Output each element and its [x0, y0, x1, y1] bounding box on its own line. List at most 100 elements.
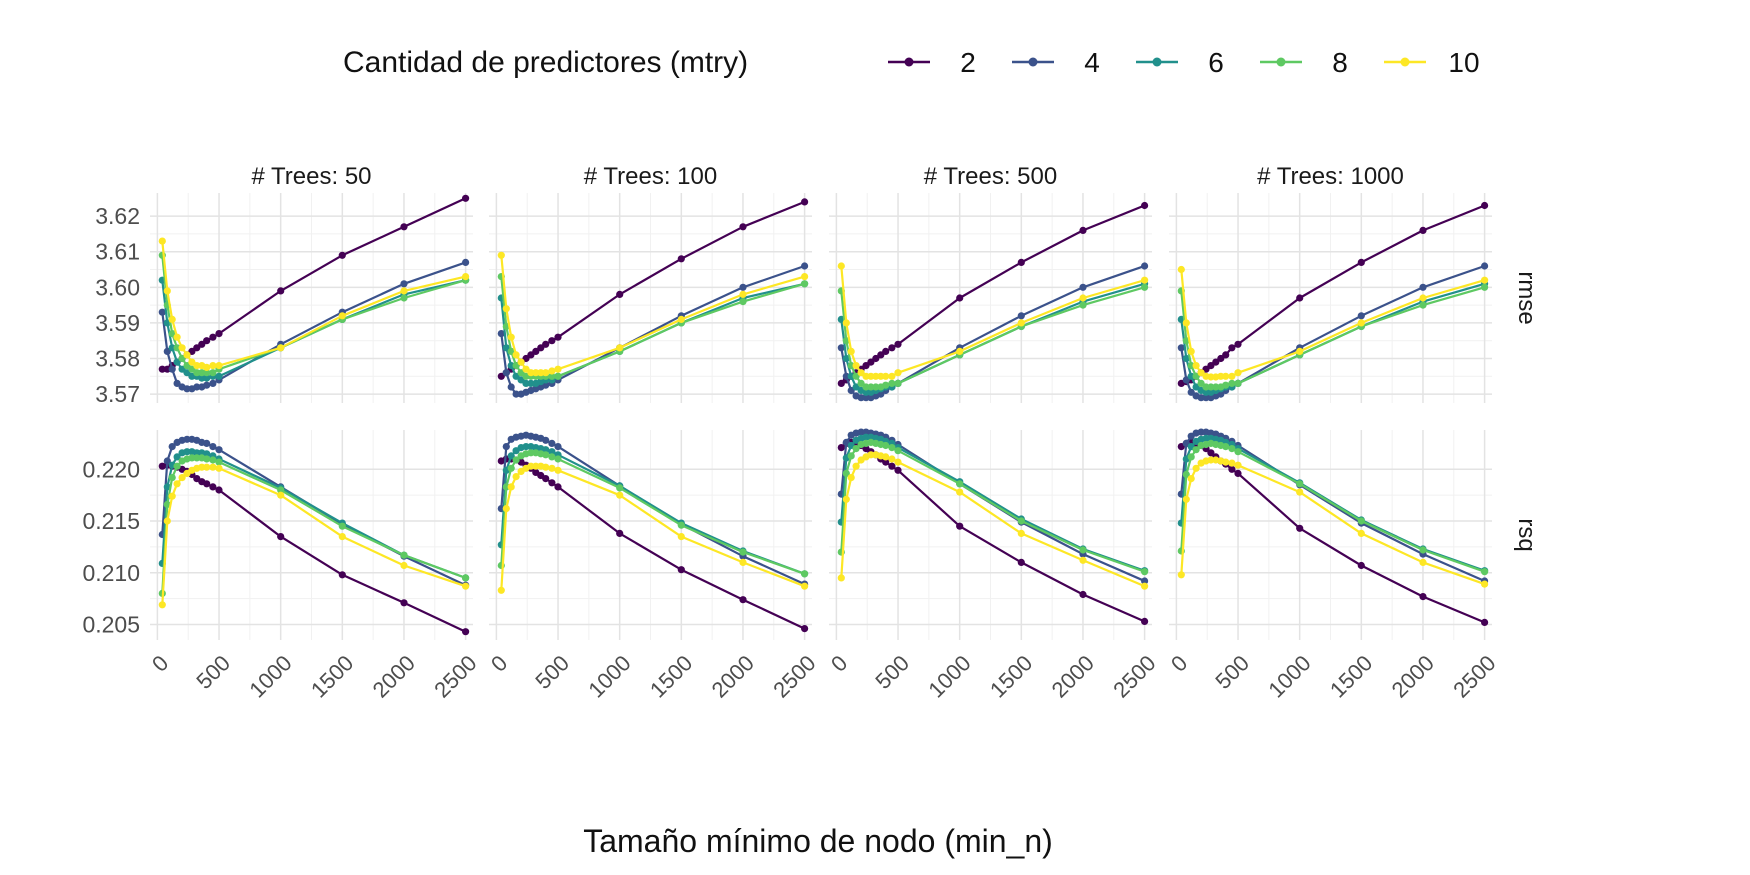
data-point[interactable] — [203, 455, 211, 463]
data-point[interactable] — [1141, 617, 1149, 626]
data-point[interactable] — [956, 522, 964, 530]
data-point[interactable] — [842, 354, 850, 363]
data-point[interactable] — [173, 462, 181, 470]
data-point[interactable] — [209, 483, 217, 491]
data-point[interactable] — [215, 486, 223, 494]
data-point[interactable] — [517, 358, 525, 366]
legend-marker-4[interactable] — [1028, 57, 1038, 67]
data-point[interactable] — [168, 315, 176, 323]
data-point[interactable] — [1228, 465, 1236, 473]
data-point[interactable] — [507, 383, 515, 391]
data-point[interactable] — [852, 383, 860, 391]
data-point[interactable] — [507, 333, 515, 341]
data-point[interactable] — [554, 455, 562, 463]
data-point[interactable] — [1481, 283, 1489, 291]
data-point[interactable] — [532, 369, 540, 377]
data-point[interactable] — [168, 443, 176, 451]
data-point[interactable] — [894, 447, 902, 455]
data-point[interactable] — [277, 486, 285, 494]
data-point[interactable] — [497, 251, 505, 259]
data-point[interactable] — [502, 305, 510, 313]
data-point[interactable] — [542, 436, 550, 444]
data-point[interactable] — [837, 574, 845, 582]
data-point[interactable] — [1182, 470, 1190, 479]
data-point[interactable] — [512, 372, 520, 380]
data-point[interactable] — [168, 365, 176, 373]
data-point[interactable] — [888, 344, 896, 352]
data-point[interactable] — [193, 344, 201, 352]
data-point[interactable] — [1187, 347, 1195, 355]
data-point[interactable] — [338, 522, 346, 530]
data-point[interactable] — [677, 255, 685, 263]
data-point[interactable] — [173, 480, 181, 488]
data-point[interactable] — [548, 453, 556, 461]
data-point[interactable] — [1419, 283, 1427, 291]
data-point[interactable] — [158, 365, 166, 373]
data-point[interactable] — [882, 458, 890, 466]
data-point[interactable] — [1141, 568, 1149, 576]
data-point[interactable] — [1228, 372, 1236, 380]
data-point[interactable] — [1192, 362, 1200, 370]
data-point[interactable] — [203, 450, 211, 458]
data-point[interactable] — [801, 625, 809, 633]
data-point[interactable] — [872, 372, 880, 380]
data-point[interactable] — [1207, 449, 1215, 457]
data-point[interactable] — [173, 333, 181, 341]
data-point[interactable] — [852, 445, 860, 453]
data-point[interactable] — [1234, 369, 1242, 377]
series-line-rsq-1-mtry-2[interactable] — [500, 457, 806, 630]
data-point[interactable] — [739, 596, 747, 604]
data-point[interactable] — [338, 251, 346, 259]
series-line-rmse-0-mtry-6[interactable] — [161, 279, 466, 380]
data-point[interactable] — [173, 344, 181, 352]
data-point[interactable] — [1222, 372, 1230, 380]
data-point[interactable] — [1234, 448, 1242, 456]
data-point[interactable] — [1192, 383, 1200, 391]
data-point[interactable] — [548, 448, 556, 456]
data-point[interactable] — [203, 381, 211, 389]
data-point[interactable] — [1141, 582, 1149, 590]
data-point[interactable] — [888, 462, 896, 470]
data-point[interactable] — [1481, 568, 1489, 576]
data-point[interactable] — [1234, 461, 1242, 469]
data-point[interactable] — [209, 379, 217, 387]
data-point[interactable] — [338, 533, 346, 541]
data-point[interactable] — [507, 452, 515, 460]
data-point[interactable] — [801, 582, 809, 590]
data-point[interactable] — [1177, 344, 1185, 352]
data-point[interactable] — [400, 287, 408, 295]
data-point[interactable] — [168, 474, 176, 482]
data-point[interactable] — [956, 488, 964, 496]
data-point[interactable] — [1017, 319, 1025, 327]
data-point[interactable] — [1212, 383, 1220, 391]
data-point[interactable] — [497, 586, 505, 594]
data-point[interactable] — [1357, 529, 1365, 538]
data-point[interactable] — [888, 379, 896, 387]
data-point[interactable] — [677, 521, 685, 529]
data-point[interactable] — [183, 351, 191, 359]
data-point[interactable] — [1079, 294, 1087, 302]
data-point[interactable] — [956, 347, 964, 355]
data-point[interactable] — [739, 298, 747, 306]
data-point[interactable] — [801, 570, 809, 578]
data-point[interactable] — [1212, 358, 1220, 366]
data-point[interactable] — [1079, 301, 1087, 309]
data-point[interactable] — [400, 561, 408, 570]
data-point[interactable] — [1296, 347, 1304, 355]
data-point[interactable] — [554, 443, 562, 451]
data-point[interactable] — [888, 455, 896, 463]
data-point[interactable] — [1222, 351, 1230, 359]
data-point[interactable] — [801, 198, 809, 206]
data-point[interactable] — [1357, 312, 1365, 320]
data-point[interactable] — [173, 358, 181, 366]
data-point[interactable] — [203, 337, 211, 345]
data-point[interactable] — [1419, 301, 1427, 309]
data-point[interactable] — [512, 456, 520, 464]
data-point[interactable] — [1234, 340, 1242, 348]
data-point[interactable] — [872, 354, 880, 363]
series-line-rsq-0-mtry-6[interactable] — [161, 450, 466, 579]
data-point[interactable] — [837, 262, 845, 270]
data-point[interactable] — [1357, 517, 1365, 525]
data-point[interactable] — [1234, 379, 1242, 387]
data-point[interactable] — [277, 344, 285, 352]
